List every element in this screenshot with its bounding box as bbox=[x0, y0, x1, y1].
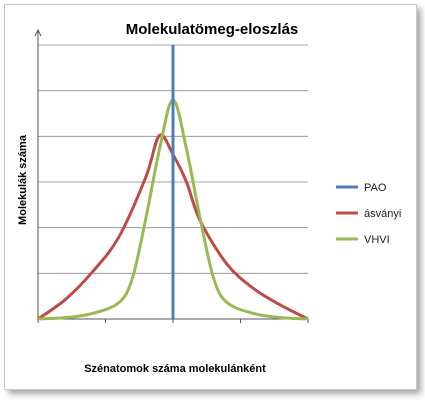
chart-frame bbox=[4, 4, 417, 390]
legend-label-0: PAO bbox=[364, 182, 387, 194]
x-axis-label: Szénatomok száma molekulánként bbox=[84, 363, 266, 375]
chart-title: Molekulatömeg-eloszlás bbox=[126, 21, 299, 38]
legend: PAO ásványi VHVI bbox=[336, 182, 401, 246]
series-group bbox=[37, 45, 309, 321]
legend-label-1: ásványi bbox=[364, 208, 401, 220]
y-axis-label: Molekulák száma bbox=[17, 134, 29, 225]
y-axis-arrow bbox=[34, 28, 42, 37]
legend-label-2: VHVI bbox=[364, 234, 390, 246]
